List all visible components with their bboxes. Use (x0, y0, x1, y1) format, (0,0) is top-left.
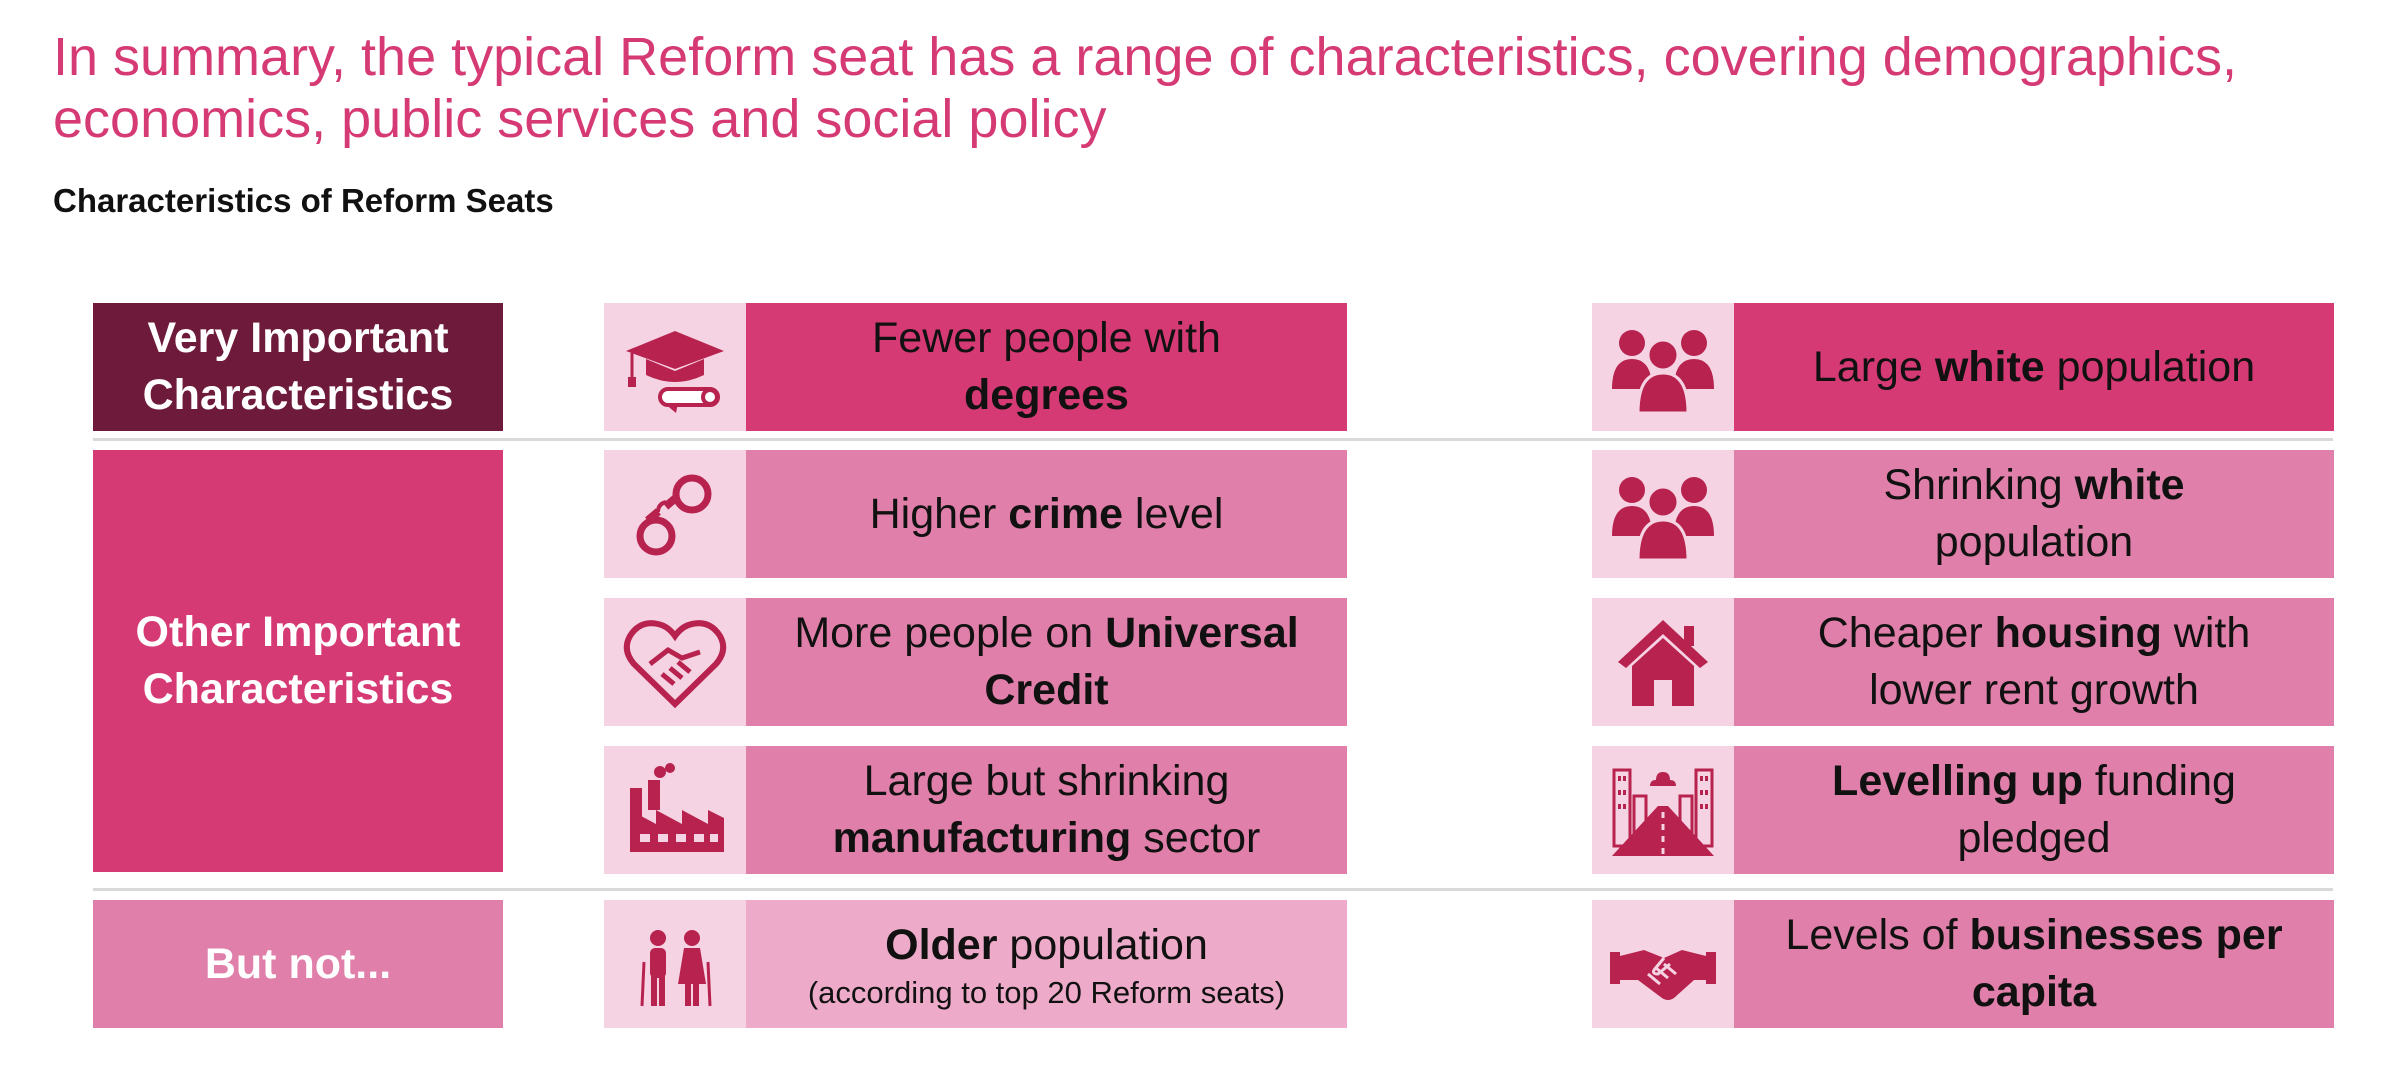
item-line: level (1122, 489, 1224, 538)
item-large-white-population: Large white population (1592, 303, 2334, 431)
item-line: pledged (1957, 814, 2111, 862)
category-label: Characteristics (142, 371, 454, 419)
item-bold: degrees (964, 371, 1129, 419)
item-line: More people on (794, 609, 1106, 657)
item-fewer-degrees: Fewer people with degrees (604, 303, 1347, 431)
item-bold: white (2074, 461, 2185, 509)
item-bold: housing (1994, 609, 2162, 657)
item-higher-crime: Higher crime level (604, 450, 1347, 578)
item-shrinking-white-population: Shrinking white population (1592, 450, 2334, 578)
item-text: Higher crime level (746, 450, 1347, 578)
item-line: population (2044, 342, 2256, 391)
item-cheaper-housing: Cheaper housing with lower rent growth (1592, 598, 2334, 726)
item-line: with (2161, 609, 2251, 657)
people-group-icon (1612, 477, 1714, 562)
item-bold: Universal (1105, 609, 1299, 657)
item-line: sector (1131, 814, 1261, 862)
item-line: Large but shrinking (863, 757, 1230, 805)
item-line: population (1934, 518, 2134, 566)
city-road-icon (1612, 768, 1714, 856)
elderly-couple-icon (640, 930, 712, 1007)
chart-subtitle: Characteristics of Reform Seats (53, 182, 554, 219)
item-bold: Older (885, 920, 998, 969)
item-universal-credit: More people on Universal Credit (604, 598, 1347, 726)
item-older-population: Older population (according to top 20 Re… (604, 900, 1347, 1028)
category-label: Other Important (135, 608, 461, 656)
category-label: Very Important (147, 314, 449, 362)
house-icon (1618, 620, 1708, 706)
heart-handshake-icon (623, 620, 727, 709)
category-but-not: But not... (93, 900, 503, 1028)
item-bold: crime (1008, 489, 1123, 538)
item-text: Shrinking white population (1734, 450, 2334, 578)
item-line: population (997, 920, 1208, 969)
item-bold: Credit (984, 666, 1109, 714)
divider (93, 888, 2333, 891)
category-label: Characteristics (142, 665, 454, 713)
people-group-icon (1612, 330, 1714, 415)
divider (93, 438, 2333, 441)
item-note: (according to top 20 Reform seats) (807, 974, 1286, 1010)
item-bold: capita (1971, 968, 2097, 1016)
item-line: Levels of (1785, 911, 1970, 959)
item-text: Large white population (1734, 303, 2334, 431)
graduation-cap-icon (626, 331, 724, 413)
handshake-icon (1610, 950, 1716, 1000)
item-levelling-up: Levelling up funding pledged (1592, 746, 2334, 874)
item-bold: manufacturing (832, 814, 1132, 862)
item-text: Older population (according to top 20 Re… (746, 900, 1347, 1028)
item-line: Higher (869, 489, 1009, 538)
item-line: lower rent growth (1869, 666, 2199, 714)
category-label: But not... (204, 939, 392, 988)
item-text: Cheaper housing with lower rent growth (1734, 598, 2334, 726)
item-text: Levels of businesses per capita (1734, 900, 2334, 1028)
handcuffs-icon (636, 474, 712, 556)
item-line: Fewer people with (872, 314, 1221, 362)
item-text: Large but shrinking manufacturing sector (746, 746, 1347, 874)
category-very-important: Very Important Characteristics (93, 303, 503, 431)
item-text: Levelling up funding pledged (1734, 746, 2334, 874)
item-bold: white (1934, 342, 2045, 391)
item-bold: businesses per (1969, 911, 2283, 959)
item-businesses-per-capita: Levels of businesses per capita (1592, 900, 2334, 1028)
item-line: funding (2082, 757, 2236, 805)
factory-icon (630, 763, 724, 852)
page-title: In summary, the typical Reform seat has … (53, 27, 2237, 149)
item-text: Fewer people with degrees (746, 303, 1347, 431)
item-bold: Levelling up (1832, 757, 2083, 805)
item-line: Shrinking (1883, 461, 2075, 509)
item-text: More people on Universal Credit (746, 598, 1347, 726)
item-line: Cheaper (1817, 609, 1995, 657)
item-line: Large (1812, 342, 1935, 391)
item-manufacturing: Large but shrinking manufacturing sector (604, 746, 1347, 874)
category-other-important: Other Important Characteristics (93, 450, 503, 872)
